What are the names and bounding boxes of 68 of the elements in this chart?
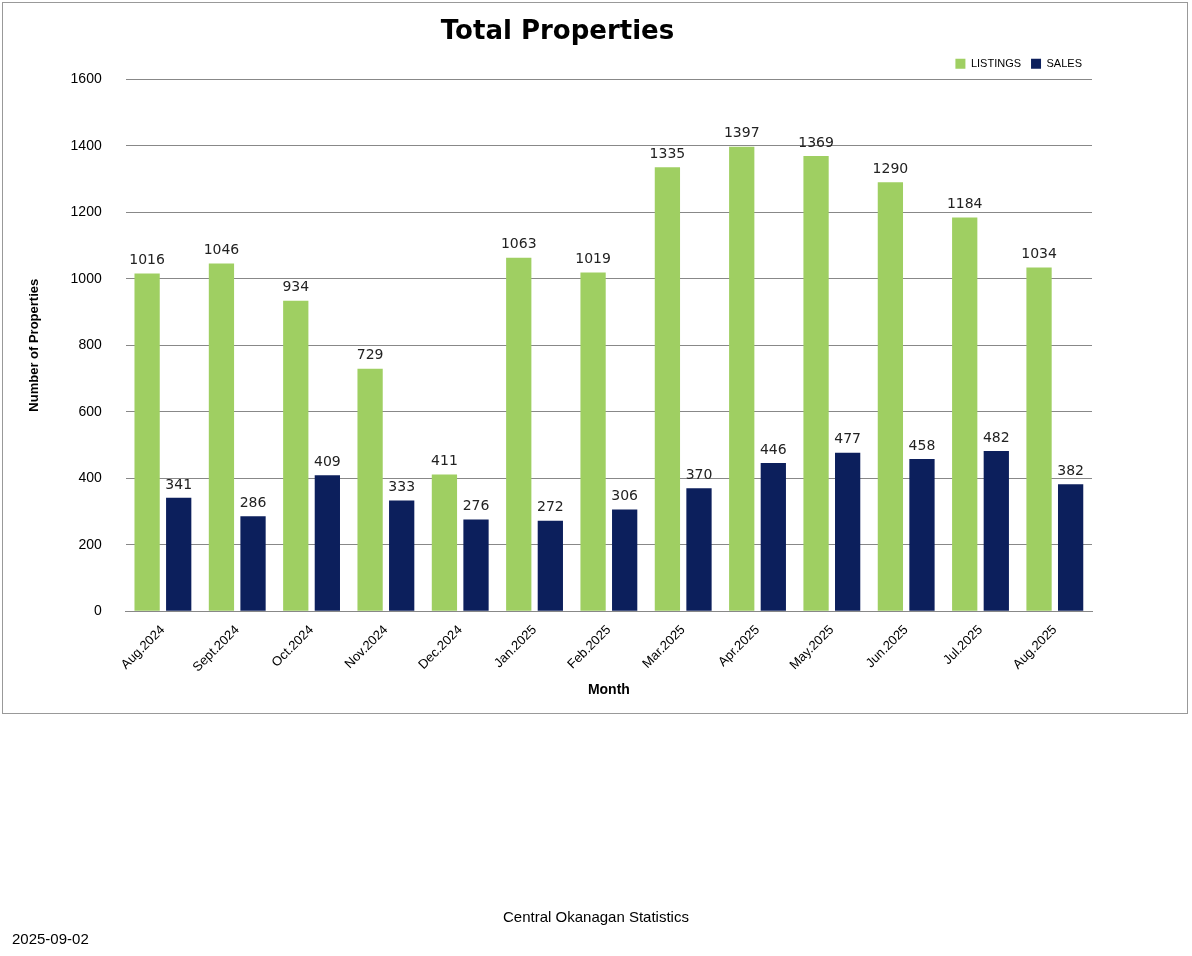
data-label: 306 [611, 487, 639, 504]
legend-label: SALES [1046, 56, 1082, 69]
y-tick-label: 400 [78, 469, 102, 486]
y-tick-label: 1200 [70, 203, 102, 220]
bar [537, 520, 563, 611]
data-label: 934 [282, 278, 310, 295]
bar [389, 500, 415, 611]
data-label: 272 [536, 498, 564, 515]
text: Central Okanagan Statistics [502, 908, 690, 925]
bar [208, 263, 235, 611]
bar [835, 452, 861, 611]
y-tick-label: 800 [78, 336, 102, 353]
bar [1026, 267, 1052, 611]
data-label: 729 [356, 346, 384, 363]
bar [166, 497, 192, 611]
bar [952, 217, 978, 611]
bar [580, 272, 606, 611]
bar [1057, 484, 1084, 611]
data-label: 1290 [872, 159, 909, 176]
data-label: 286 [239, 493, 267, 510]
y-tick-label: 1400 [70, 136, 102, 153]
bar [654, 167, 681, 611]
bar [283, 300, 309, 611]
bar [134, 273, 160, 611]
y-axis-title: Number of Properties [26, 278, 42, 412]
bar [463, 519, 489, 611]
data-label: 1335 [649, 144, 686, 161]
bar [314, 475, 340, 611]
bar [431, 474, 458, 611]
data-label: 458 [908, 436, 936, 453]
bar [909, 458, 935, 611]
data-label: 1369 [798, 133, 834, 150]
data-label: 446 [759, 440, 787, 457]
data-label: 477 [834, 430, 862, 447]
legend-label: LISTINGS [970, 56, 1022, 69]
data-label: 1063 [500, 235, 537, 252]
data-label: 341 [165, 475, 193, 492]
bar [803, 156, 829, 611]
data-label: 370 [685, 465, 713, 482]
bar [983, 450, 1009, 611]
data-label: 1019 [575, 250, 611, 267]
bar [729, 146, 755, 611]
y-tick-label: 1600 [70, 70, 102, 87]
data-label: 276 [462, 497, 490, 514]
data-label: 1397 [723, 124, 760, 141]
y-tick-label: 0 [93, 602, 102, 619]
data-label: 482 [982, 428, 1010, 445]
bar [612, 509, 638, 611]
bar [506, 257, 532, 611]
data-label: 333 [388, 478, 416, 495]
data-label: 1016 [129, 251, 166, 268]
data-label: 409 [313, 452, 341, 469]
data-label: 1184 [946, 195, 983, 212]
bar [760, 462, 786, 611]
bar [877, 182, 904, 611]
data-label: 1046 [203, 241, 240, 258]
y-tick-label: 600 [78, 402, 102, 419]
text: 2025-09-02 [12, 930, 89, 947]
data-label: 382 [1057, 461, 1084, 478]
bar [357, 368, 383, 611]
chart-title: Total Properties [440, 15, 675, 46]
data-label: 1034 [1021, 245, 1057, 262]
bar [240, 516, 266, 611]
x-axis-title: Month [587, 681, 630, 698]
y-tick-label: 1000 [70, 269, 102, 286]
bar [686, 488, 712, 611]
data-label: 411 [431, 452, 458, 469]
y-tick-label: 200 [78, 535, 102, 552]
